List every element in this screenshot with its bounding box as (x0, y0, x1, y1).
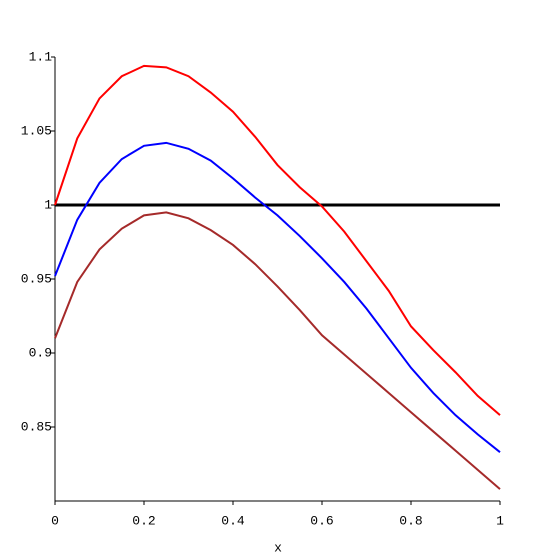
line-series (54, 64, 501, 416)
y-tick-label: 0.95 (21, 271, 52, 286)
y-tick-label: 1.05 (21, 123, 52, 138)
x-tick-label: 0 (51, 513, 59, 528)
x-tick-label: 0.4 (221, 513, 245, 528)
x-tick-label: 0.2 (132, 513, 155, 528)
line-series (54, 141, 501, 453)
y-tick-label: 1.1 (29, 49, 53, 64)
x-axis-label: x (274, 540, 282, 555)
y-tick-label: 0.9 (29, 345, 52, 360)
y-tick-label: 0.85 (21, 419, 52, 434)
line-series (54, 211, 501, 490)
y-tick-label: 1 (44, 197, 52, 212)
x-tick-label: 0.6 (310, 513, 333, 528)
x-tick-label: 1 (496, 513, 504, 528)
x-tick-label: 0.8 (399, 513, 422, 528)
